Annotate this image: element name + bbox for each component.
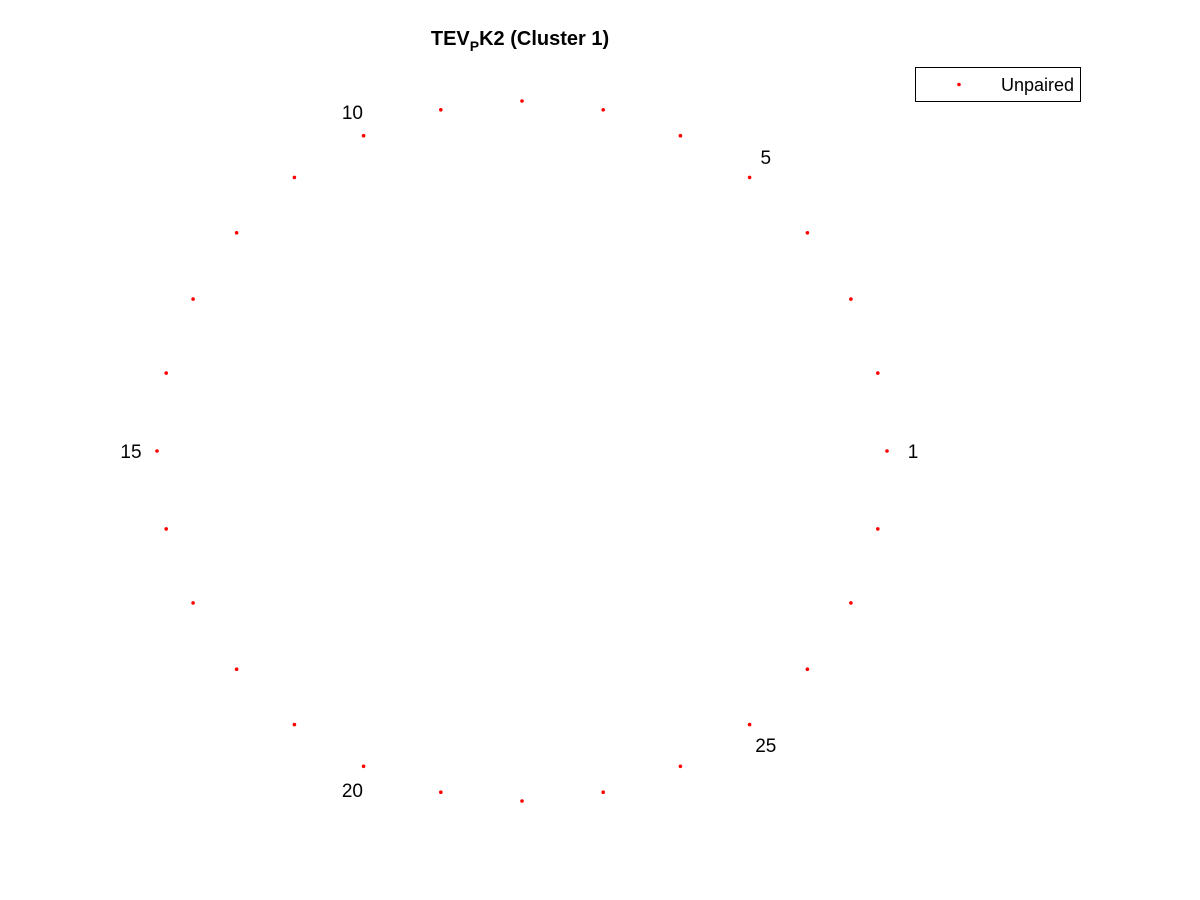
legend-marker [957,82,961,87]
data-point-24 [678,764,683,769]
data-point-7 [601,108,605,112]
legend-entry: Unpaired [1001,75,1074,95]
data-point-27 [849,601,853,605]
data-point-16 [164,527,168,531]
data-point-6 [678,133,683,138]
data-point-1 [885,449,889,453]
data-point-11 [292,175,297,180]
point-label-25: 25 [755,736,776,757]
data-point-22 [520,799,524,803]
legend: Unpaired [915,67,1081,102]
data-point-18 [234,667,239,671]
legend-box [915,67,1081,102]
data-point-8 [520,99,524,103]
point-label-20: 20 [342,781,363,802]
data-point-12 [234,231,239,235]
data-point-19 [292,722,297,727]
data-point-9 [439,108,443,112]
data-point-25 [747,722,752,727]
data-point-26 [805,667,810,671]
data-point-14 [164,371,168,375]
data-point-4 [805,231,810,235]
data-points [155,99,889,803]
data-point-21 [439,790,443,794]
data-point-28 [876,527,880,531]
point-label-15: 15 [120,442,141,463]
data-point-10 [361,133,366,138]
point-label-10: 10 [342,103,363,124]
data-point-20 [361,764,366,769]
data-point-17 [191,601,195,605]
data-point-23 [601,790,605,794]
data-point-5 [747,175,752,180]
data-point-13 [191,297,195,301]
chart-title: TEVPK2 (Cluster 1) [430,28,610,54]
data-point-15 [155,449,159,453]
data-point-3 [849,297,853,301]
data-point-2 [876,371,880,375]
point-label-5: 5 [761,148,772,169]
point-label-1: 1 [908,442,919,463]
